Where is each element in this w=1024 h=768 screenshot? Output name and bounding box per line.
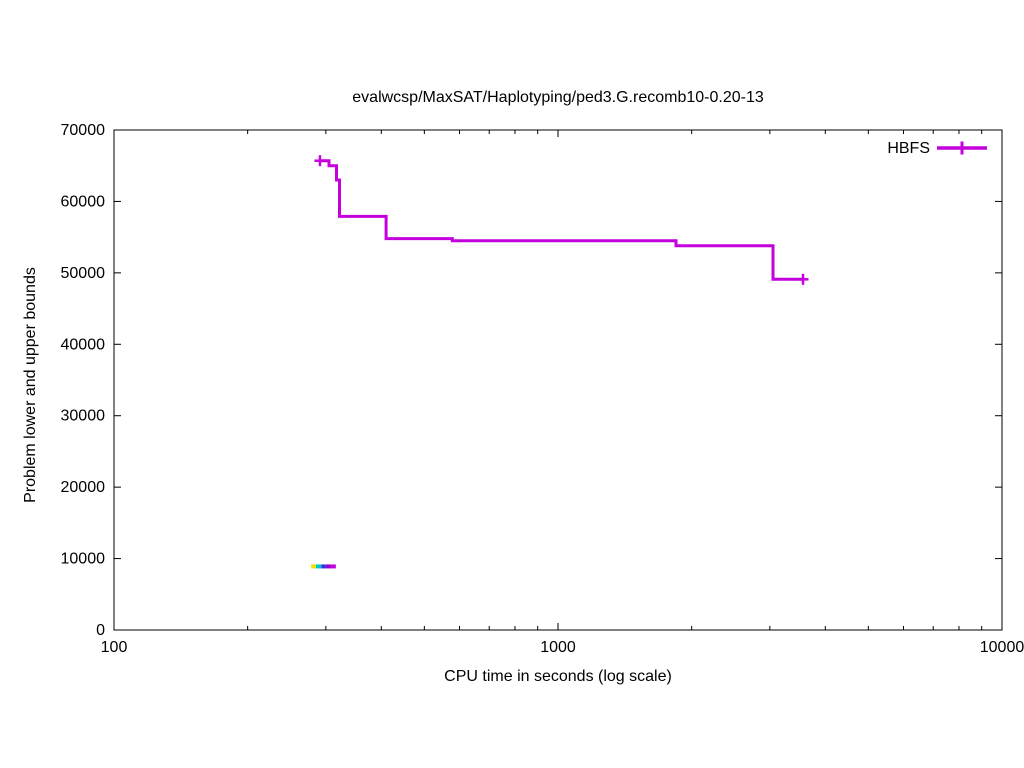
y-tick-label: 60000: [61, 193, 106, 210]
y-tick-label: 20000: [61, 479, 106, 496]
series-line-hbfs: [320, 159, 803, 281]
legend-label: HBFS: [887, 140, 930, 157]
y-tick-label: 70000: [61, 122, 106, 139]
y-tick-label: 10000: [61, 551, 106, 568]
chart-title: evalwcsp/MaxSAT/Haplotyping/ped3.G.recom…: [352, 89, 764, 106]
x-tick-label: 10000: [980, 639, 1024, 656]
y-tick-label: 50000: [61, 265, 106, 282]
y-tick-label: 40000: [61, 336, 106, 353]
x-tick-label: 1000: [540, 639, 576, 656]
y-tick-label: 30000: [61, 408, 106, 425]
x-tick-label: 100: [101, 639, 128, 656]
plot-border: [113, 129, 1003, 631]
y-tick-label: 0: [96, 622, 105, 639]
x-axis-title: CPU time in seconds (log scale): [444, 668, 672, 685]
